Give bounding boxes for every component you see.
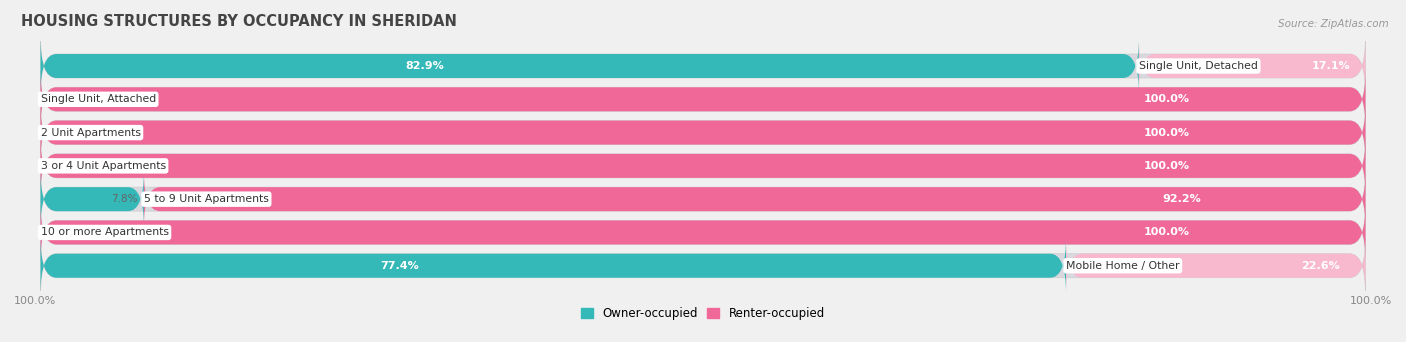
FancyBboxPatch shape (41, 71, 1365, 127)
Text: 17.1%: 17.1% (1312, 61, 1351, 71)
FancyBboxPatch shape (41, 71, 1365, 127)
Text: HOUSING STRUCTURES BY OCCUPANCY IN SHERIDAN: HOUSING STRUCTURES BY OCCUPANCY IN SHERI… (21, 14, 457, 29)
Text: 100.0%: 100.0% (1143, 128, 1189, 137)
Text: Mobile Home / Other: Mobile Home / Other (1066, 261, 1180, 271)
FancyBboxPatch shape (41, 205, 1365, 260)
Text: 7.8%: 7.8% (111, 194, 138, 204)
Text: 22.6%: 22.6% (1301, 261, 1340, 271)
Text: 10 or more Apartments: 10 or more Apartments (41, 227, 169, 237)
Text: 2 Unit Apartments: 2 Unit Apartments (41, 128, 141, 137)
Text: 100.0%: 100.0% (1143, 161, 1189, 171)
FancyBboxPatch shape (41, 171, 143, 227)
Text: 100.0%: 100.0% (1350, 296, 1392, 306)
Text: 82.9%: 82.9% (405, 61, 444, 71)
FancyBboxPatch shape (1139, 38, 1365, 94)
FancyBboxPatch shape (41, 38, 1139, 94)
Text: 3 or 4 Unit Apartments: 3 or 4 Unit Apartments (41, 161, 166, 171)
Text: 77.4%: 77.4% (380, 261, 419, 271)
Text: 100.0%: 100.0% (14, 296, 56, 306)
Text: Source: ZipAtlas.com: Source: ZipAtlas.com (1278, 18, 1389, 29)
FancyBboxPatch shape (41, 105, 1365, 160)
FancyBboxPatch shape (41, 105, 1365, 160)
FancyBboxPatch shape (143, 171, 1365, 227)
FancyBboxPatch shape (41, 171, 1365, 227)
Text: 100.0%: 100.0% (1143, 94, 1189, 104)
FancyBboxPatch shape (41, 38, 1365, 94)
Legend: Owner-occupied, Renter-occupied: Owner-occupied, Renter-occupied (576, 302, 830, 325)
FancyBboxPatch shape (41, 138, 1365, 194)
FancyBboxPatch shape (41, 138, 1365, 194)
FancyBboxPatch shape (41, 238, 1066, 294)
Text: 92.2%: 92.2% (1163, 194, 1202, 204)
Text: 100.0%: 100.0% (1143, 227, 1189, 237)
FancyBboxPatch shape (41, 238, 1365, 294)
Text: Single Unit, Detached: Single Unit, Detached (1139, 61, 1258, 71)
FancyBboxPatch shape (1066, 238, 1365, 294)
FancyBboxPatch shape (41, 205, 1365, 260)
Text: 5 to 9 Unit Apartments: 5 to 9 Unit Apartments (143, 194, 269, 204)
Text: Single Unit, Attached: Single Unit, Attached (41, 94, 156, 104)
